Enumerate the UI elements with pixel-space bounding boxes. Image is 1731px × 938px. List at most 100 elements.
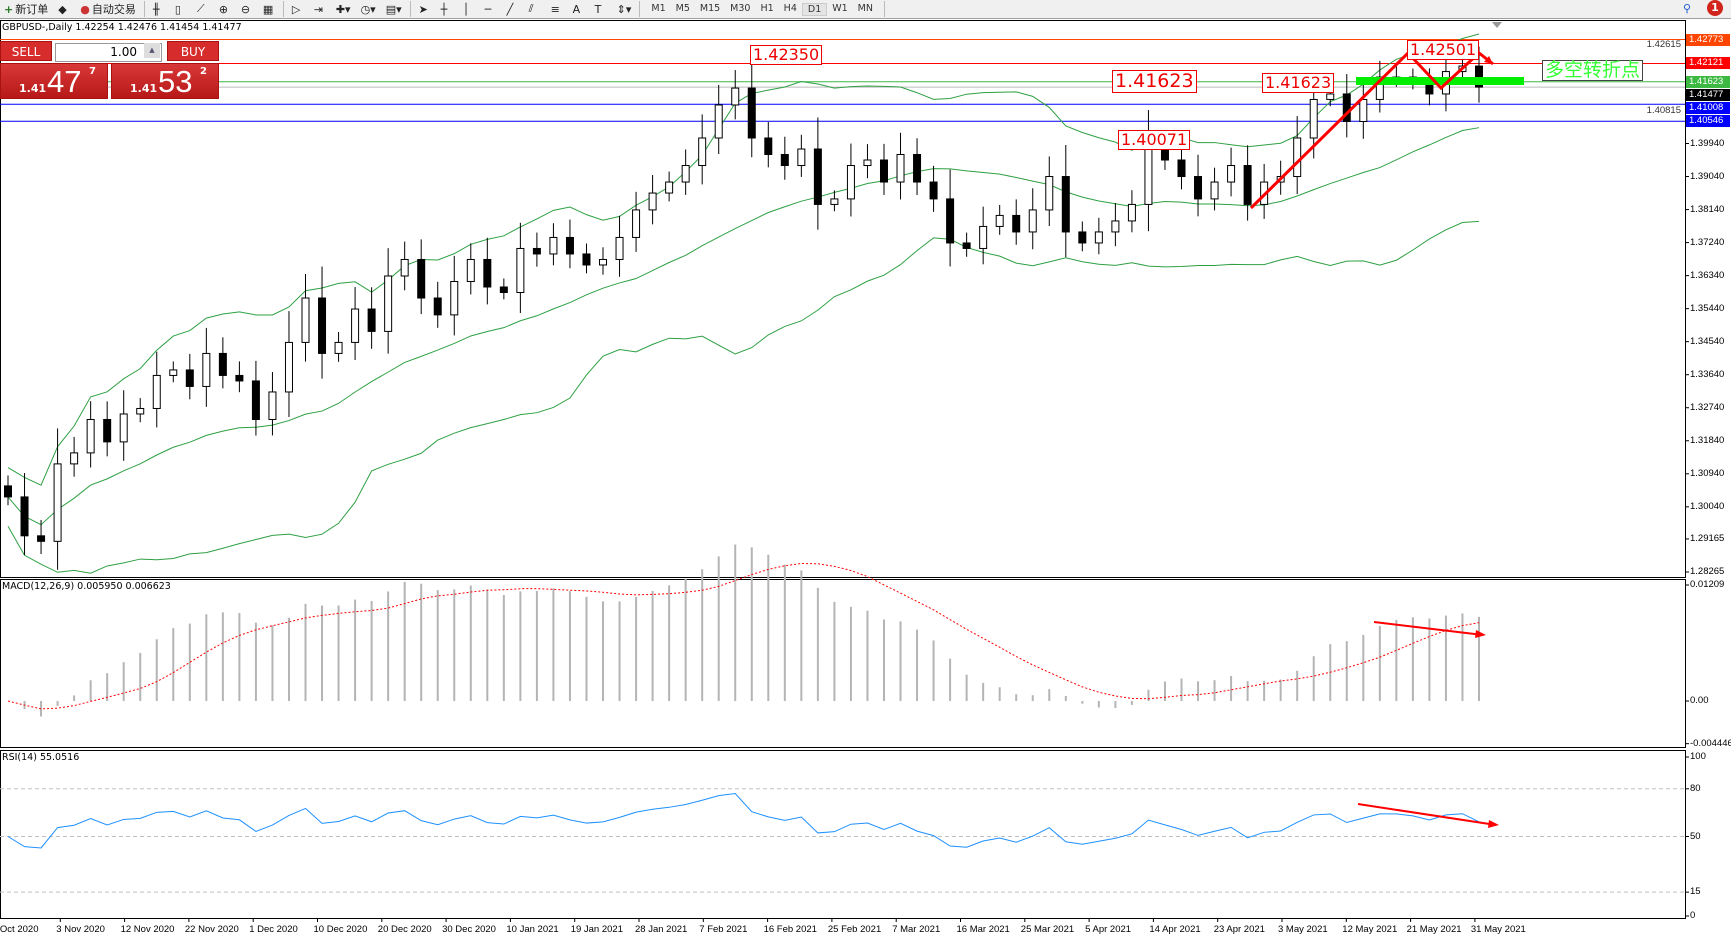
trendline-icon[interactable]: ╱ (506, 2, 514, 16)
ask-prefix: 1.41 (130, 82, 158, 95)
navigator-icon[interactable]: ◆ (58, 2, 67, 16)
autoscroll-icon[interactable]: ▷ (291, 2, 301, 16)
macd-axis-label: 0.00 (1690, 695, 1709, 706)
lot-increase-button[interactable]: ▲ (144, 43, 160, 58)
timeframe-w1[interactable]: W1 (832, 2, 848, 14)
date-axis-label: 10 Jan 2021 (506, 924, 559, 935)
bear-candle (1012, 214, 1021, 233)
turning-point-label[interactable]: 多空转折点 (1542, 60, 1644, 81)
zoom-out-icon[interactable]: ⊖ (240, 2, 251, 16)
date-axis-label: 31 May 2021 (1470, 924, 1526, 935)
arrows-icon[interactable]: ⇕▾ (616, 2, 632, 16)
chart-shift-icon[interactable]: ⇥ (313, 2, 324, 16)
price-annotation[interactable]: 1.41623 (1112, 70, 1197, 93)
text-label-icon[interactable]: T (594, 2, 602, 16)
fibonacci-icon[interactable]: ≡ (550, 2, 560, 16)
date-axis-label: 3 Nov 2020 (56, 924, 105, 935)
bear-candle (367, 308, 376, 332)
text-icon[interactable]: A (572, 2, 581, 16)
plus-icon: + (4, 2, 14, 16)
timeframe-m30[interactable]: M30 (730, 2, 751, 14)
price-axis-label: 1.36340 (1690, 269, 1725, 281)
bull-candle (698, 137, 707, 167)
date-axis-label: 23 Apr 2021 (1213, 924, 1265, 935)
bear-candle (747, 87, 756, 139)
divider (639, 1, 641, 17)
bull-candle (169, 369, 178, 376)
buy-price[interactable]: 1.41 53 2 (111, 63, 219, 99)
timeframe-m1[interactable]: M1 (651, 2, 666, 14)
bull-candle (731, 87, 740, 106)
date-axis-label: 12 Nov 2020 (120, 924, 175, 935)
price-annotation[interactable]: 1.40071 (1118, 130, 1191, 150)
bull-candle (1293, 137, 1302, 178)
search-icon[interactable]: ⚲ (1683, 1, 1692, 15)
price-axis-label: 1.42615 (1646, 39, 1681, 51)
auto-trading-button[interactable]: ● 自动交易 (78, 1, 138, 17)
periods-icon[interactable]: ◷▾ (360, 2, 376, 16)
notification-badge[interactable]: 1 (1707, 0, 1723, 16)
price-axis-label: 1.37240 (1690, 236, 1725, 248)
bull-candle (268, 391, 277, 420)
buy-button[interactable]: BUY (167, 41, 219, 61)
price-annotation[interactable]: 1.41623 (1262, 73, 1335, 93)
timeframe-h1[interactable]: H1 (760, 2, 774, 14)
bear-candle (218, 352, 227, 376)
date-axis-label: 7 Mar 2021 (892, 924, 941, 935)
date-axis-label: 30 Dec 2020 (442, 924, 496, 935)
bear-candle (1177, 159, 1186, 178)
timeframe-h4[interactable]: H4 (783, 2, 797, 14)
macd-axis-label: 0.01209 (1690, 578, 1725, 590)
bear-candle (929, 181, 938, 200)
new-order-button[interactable]: + 新订单 (2, 1, 50, 17)
zoom-in-icon[interactable]: ⊕ (218, 2, 229, 16)
date-axis-label: 10 Dec 2020 (313, 924, 368, 935)
templates-icon[interactable]: ▤▾ (385, 2, 402, 16)
support-zone-bar (1356, 77, 1524, 85)
price-annotation[interactable]: 1.42350 (750, 45, 823, 65)
cursor-icon[interactable]: ➤ (418, 2, 428, 16)
bull-candle (714, 104, 723, 139)
price-level-tag: 1.41477 (1686, 88, 1730, 101)
timeframe-m5[interactable]: M5 (675, 2, 690, 14)
divider (143, 1, 145, 17)
price-level-tag: 1.42121 (1686, 57, 1730, 70)
date-axis-label: 14 Apr 2021 (1149, 924, 1201, 935)
date-axis-label: 1 Dec 2020 (249, 924, 298, 935)
bull-candle (450, 280, 459, 316)
bear-candle (1243, 165, 1252, 205)
horizontal-line-icon[interactable]: ─ (484, 2, 492, 16)
bull-candle (830, 198, 839, 205)
bull-candle (632, 209, 641, 238)
price-annotation[interactable]: 1.42501 (1407, 40, 1480, 60)
bear-candle (499, 286, 508, 294)
timeframe-m15[interactable]: M15 (699, 2, 721, 14)
line-chart-icon[interactable]: ⟋ (196, 2, 205, 15)
price-level-tag: 1.41008 (1686, 101, 1730, 114)
rsi-panel-frame (0, 750, 1686, 919)
vertical-line-icon[interactable]: │ (462, 2, 470, 16)
bear-candle (1342, 93, 1351, 122)
bull-candle (1094, 231, 1103, 244)
channel-icon[interactable]: ⫽ (528, 2, 534, 15)
candlestick-icon[interactable]: ▯ (174, 2, 181, 16)
bull-candle (599, 258, 608, 266)
date-axis-label: 25 Mar 2021 (1020, 924, 1075, 935)
bear-candle (565, 236, 574, 255)
bear-candle (483, 258, 492, 288)
timeframe-mn[interactable]: MN (857, 2, 873, 14)
lot-size-input[interactable]: 1.00 (55, 43, 162, 62)
bar-chart-icon[interactable]: ╫ (152, 2, 160, 16)
indicators-icon[interactable]: ✚▾ (335, 2, 351, 16)
macd-axis-label: -0.004446 (1690, 737, 1731, 749)
sell-price[interactable]: 1.41 47 7 (0, 63, 108, 99)
crosshair-icon[interactable]: ┼ (440, 2, 448, 16)
bull-candle (1359, 98, 1368, 122)
sell-button[interactable]: SELL (0, 41, 52, 61)
bull-candle (665, 181, 674, 194)
bull-candle (1326, 93, 1335, 100)
bull-candle (1309, 98, 1318, 139)
timeframe-d1[interactable]: D1 (801, 2, 828, 16)
tile-windows-icon[interactable]: ▦ (262, 2, 274, 16)
